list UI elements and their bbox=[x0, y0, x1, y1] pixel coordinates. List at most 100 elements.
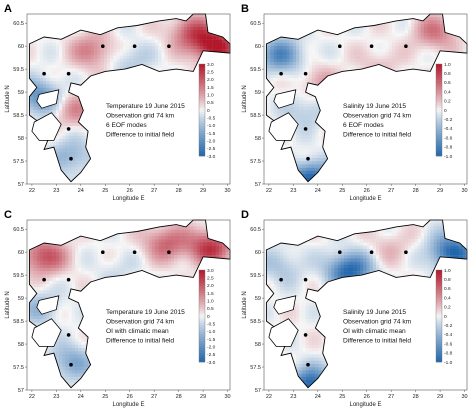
field-cell bbox=[84, 151, 88, 155]
field-cell bbox=[318, 161, 322, 165]
field-cell bbox=[161, 20, 165, 24]
field-cell bbox=[46, 145, 50, 149]
field-cell bbox=[81, 42, 85, 47]
field-cell bbox=[151, 42, 156, 47]
field-cell bbox=[164, 20, 168, 24]
field-cell bbox=[75, 71, 79, 75]
field-cell bbox=[62, 142, 66, 146]
field-cell bbox=[222, 46, 226, 50]
field-cell bbox=[62, 119, 66, 123]
field-cell bbox=[39, 39, 44, 43]
field-cell bbox=[187, 55, 191, 59]
field-cell bbox=[71, 71, 76, 75]
field-cell bbox=[171, 39, 175, 43]
field-cell bbox=[158, 52, 162, 56]
field-cell bbox=[344, 46, 348, 50]
x-tick-label: 29 bbox=[200, 188, 206, 194]
field-cell bbox=[283, 65, 287, 69]
field-cell bbox=[308, 58, 313, 63]
field-cell bbox=[292, 148, 297, 152]
field-cell bbox=[276, 90, 281, 95]
field-cell bbox=[270, 116, 274, 120]
field-cell bbox=[81, 154, 85, 159]
field-cell bbox=[132, 49, 136, 53]
field-cell bbox=[283, 68, 287, 72]
field-cell bbox=[167, 26, 172, 31]
field-cell bbox=[299, 78, 303, 82]
field-cell bbox=[312, 52, 316, 56]
field-cell bbox=[155, 49, 159, 53]
field-cell bbox=[331, 39, 335, 43]
field-cell bbox=[71, 58, 76, 63]
field-cell bbox=[302, 132, 306, 136]
field-cell bbox=[68, 151, 72, 155]
field-cell bbox=[30, 103, 34, 107]
field-cell bbox=[68, 68, 72, 72]
field-cell bbox=[190, 55, 194, 59]
field-cell bbox=[161, 26, 165, 31]
field-cell bbox=[39, 68, 44, 72]
field-cell bbox=[292, 103, 297, 107]
field-cell bbox=[91, 58, 95, 63]
field-cell bbox=[286, 87, 290, 91]
field-cell bbox=[276, 39, 281, 43]
colorbar-swatch bbox=[199, 110, 205, 113]
field-cell bbox=[78, 42, 82, 47]
field-cell bbox=[299, 129, 303, 133]
field-cell bbox=[132, 62, 136, 66]
field-cell bbox=[276, 55, 281, 59]
field-cell bbox=[283, 42, 287, 47]
field-cell bbox=[177, 49, 181, 53]
field-cell bbox=[328, 42, 332, 47]
field-cell bbox=[267, 94, 271, 98]
field-cell bbox=[180, 26, 184, 31]
field-cell bbox=[315, 68, 319, 72]
field-cell bbox=[267, 106, 271, 111]
field-cell bbox=[177, 30, 181, 34]
panel-a: A22 23 24 25 26 27 28 29 3060.56059.55958.55857.… bbox=[4, 3, 231, 202]
field-cell bbox=[52, 103, 56, 107]
field-cell bbox=[116, 52, 120, 56]
field-cell bbox=[139, 26, 143, 31]
field-cell bbox=[289, 78, 293, 82]
field-cell bbox=[171, 46, 175, 50]
field-cell bbox=[75, 142, 79, 146]
x-tick-label: 25 bbox=[102, 188, 108, 194]
field-cell bbox=[126, 46, 130, 50]
field-cell bbox=[84, 33, 88, 37]
field-cell bbox=[148, 55, 152, 59]
field-cell bbox=[315, 148, 319, 152]
field-cell bbox=[347, 30, 351, 34]
field-cell bbox=[139, 52, 143, 56]
field-cell bbox=[193, 46, 197, 50]
field-cell bbox=[30, 55, 34, 59]
field-cell bbox=[167, 55, 172, 59]
y-tick-label: 58 bbox=[18, 136, 24, 142]
field-cell bbox=[315, 122, 319, 127]
field-cell bbox=[49, 39, 53, 43]
field-cell bbox=[312, 158, 316, 162]
field-cell bbox=[161, 62, 165, 66]
field-cell bbox=[81, 74, 85, 79]
field-cell bbox=[30, 100, 34, 104]
field-cell bbox=[199, 30, 204, 34]
field-cell bbox=[190, 20, 194, 24]
field-cell bbox=[315, 103, 319, 107]
field-cell bbox=[59, 103, 63, 107]
field-cell bbox=[312, 174, 316, 178]
field-cell bbox=[43, 58, 47, 63]
field-cell bbox=[113, 33, 117, 37]
field-cell bbox=[46, 106, 50, 111]
field-cell bbox=[126, 30, 130, 34]
field-cell bbox=[299, 39, 303, 43]
field-cell bbox=[142, 49, 146, 53]
field-cell bbox=[113, 52, 117, 56]
y-tick-label: 59.5 bbox=[13, 67, 24, 73]
field-cell bbox=[155, 42, 159, 47]
field-cell bbox=[289, 110, 293, 114]
field-cell bbox=[190, 30, 194, 34]
field-cell bbox=[55, 142, 60, 146]
field-cell bbox=[308, 106, 313, 111]
field-cell bbox=[129, 26, 133, 31]
field-cell bbox=[52, 55, 56, 59]
